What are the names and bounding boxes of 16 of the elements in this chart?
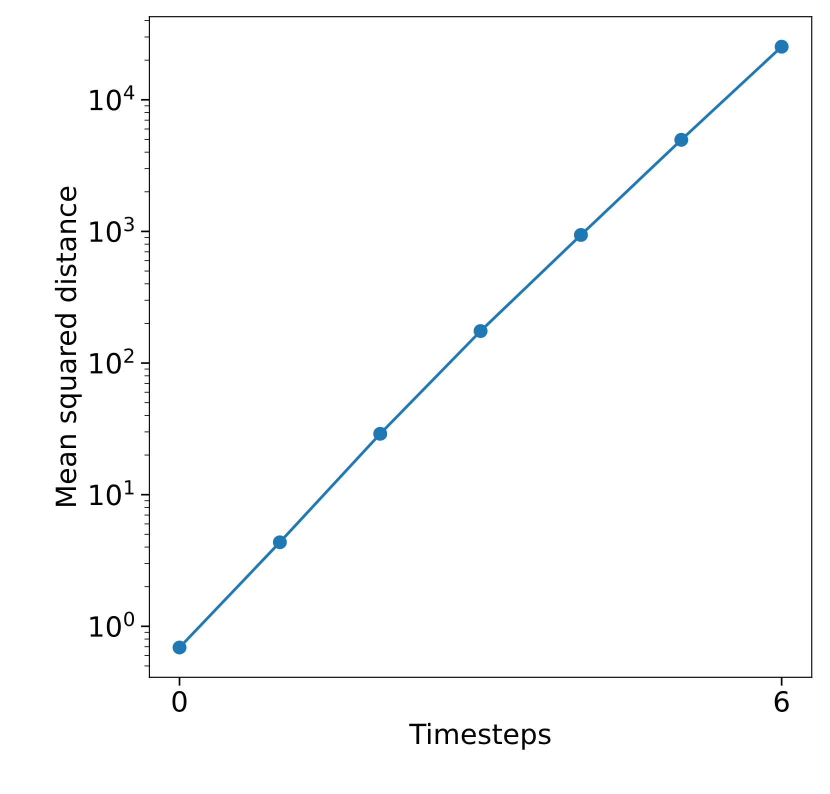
- point: [574, 228, 588, 242]
- x-tick-label: 6: [774, 690, 789, 712]
- y-tick-label: 10$^{0}$: [90, 612, 134, 638]
- point: [373, 426, 388, 441]
- y-tick-label: 10$^{1}$: [90, 480, 134, 506]
- x-tick-label: 0: [172, 690, 186, 712]
- x-axis-title: Timesteps: [409, 722, 550, 750]
- point: [474, 324, 488, 338]
- y-tick-label: 10$^{2}$: [90, 348, 134, 374]
- point: [774, 40, 789, 54]
- point: [272, 535, 287, 550]
- point: [674, 132, 688, 147]
- y-axis-title: Mean squared distance: [54, 186, 82, 506]
- y-tick-label: 10$^{3}$: [90, 216, 134, 242]
- point: [172, 640, 186, 654]
- y-tick-label: 10$^{4}$: [90, 85, 134, 111]
